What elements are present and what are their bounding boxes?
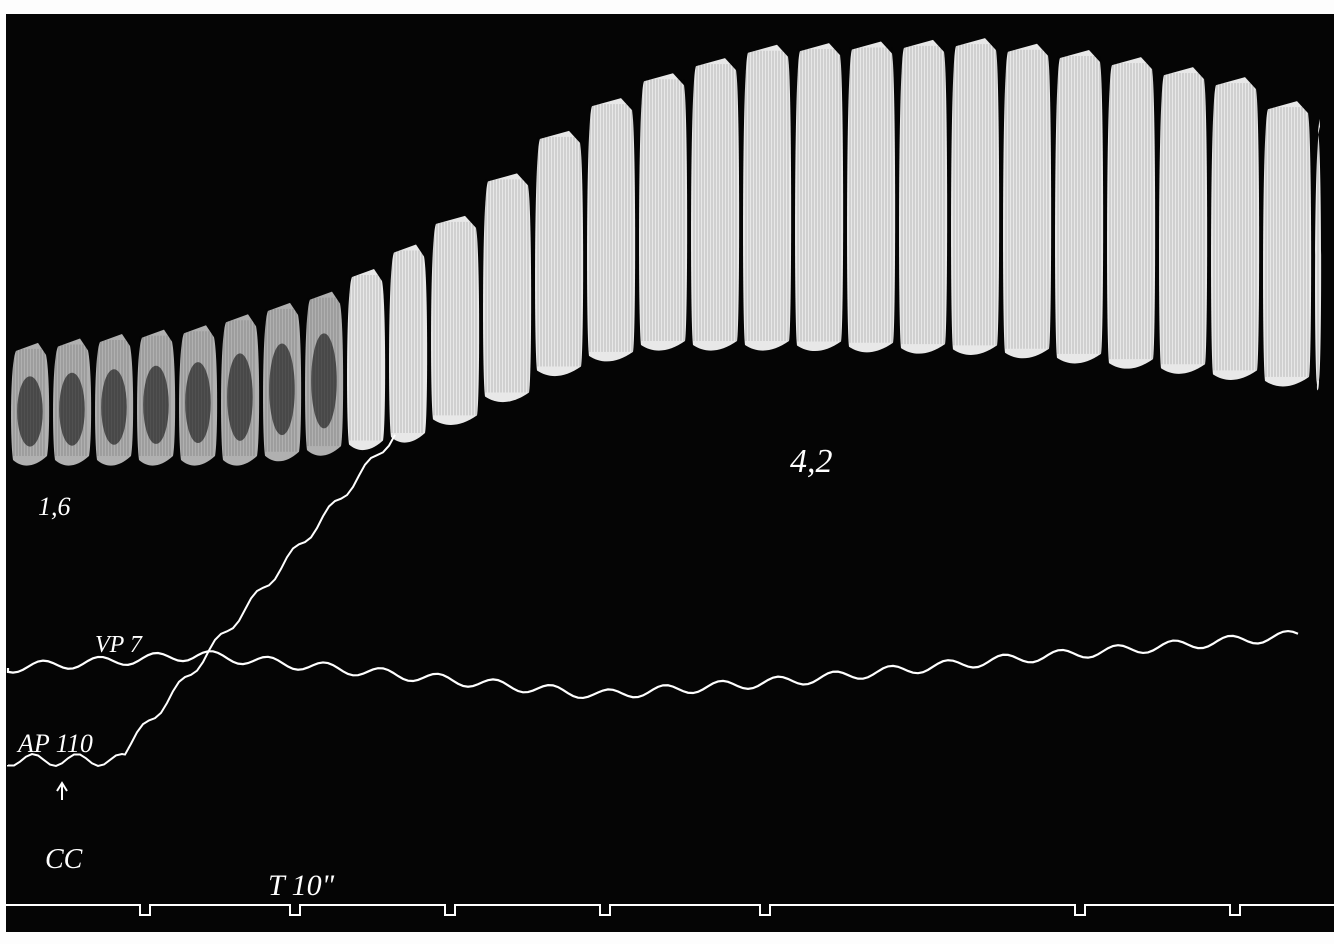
label-arterial-pressure: AP 110: [16, 729, 93, 758]
beat-shadow: [101, 369, 127, 445]
beat-shadow: [59, 373, 85, 446]
recording: 1,6 4,2 VP 7 AP 110 CC T 10": [0, 0, 1334, 944]
beat-shadow: [311, 333, 337, 428]
beat-shadow: [185, 362, 211, 443]
beat-shadow: [227, 353, 253, 440]
page: 1,6 4,2 VP 7 AP 110 CC T 10" (() => { co…: [0, 0, 1334, 944]
beat-shadow: [17, 376, 43, 446]
label-stimulus: CC: [45, 844, 83, 875]
label-venous-pressure: VP 7: [95, 632, 143, 658]
label-time-marker: T 10": [268, 869, 335, 902]
label-pulse-after: 4,2: [790, 443, 833, 480]
label-pulse-before: 1,6: [38, 492, 71, 521]
beat-shadow: [269, 343, 295, 435]
beat-shadow: [143, 366, 169, 444]
